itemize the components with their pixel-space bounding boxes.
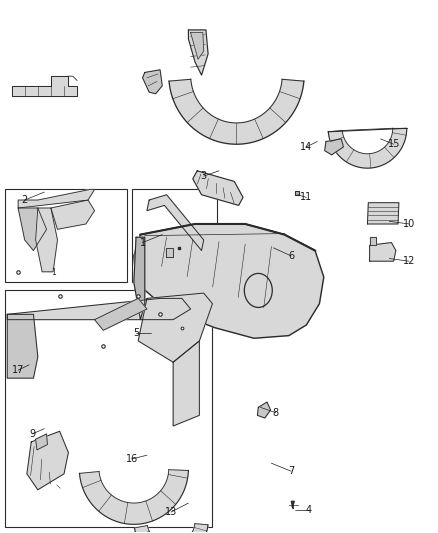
Polygon shape — [188, 30, 208, 75]
Bar — [5, 290, 212, 527]
Polygon shape — [7, 314, 38, 378]
Polygon shape — [134, 237, 145, 320]
Text: 1: 1 — [51, 269, 56, 277]
Polygon shape — [12, 76, 77, 96]
Polygon shape — [134, 224, 324, 338]
Polygon shape — [325, 139, 343, 155]
Polygon shape — [18, 208, 46, 251]
Polygon shape — [27, 431, 68, 490]
Polygon shape — [147, 195, 204, 251]
Text: 15: 15 — [388, 139, 400, 149]
Polygon shape — [169, 79, 304, 144]
Text: 4: 4 — [305, 505, 311, 515]
Polygon shape — [173, 341, 199, 426]
Text: 9: 9 — [29, 429, 35, 439]
Bar — [5, 189, 127, 282]
Polygon shape — [51, 200, 95, 229]
Polygon shape — [95, 298, 147, 330]
Text: 8: 8 — [273, 408, 279, 418]
Text: 14: 14 — [300, 142, 312, 152]
Polygon shape — [7, 298, 191, 320]
Polygon shape — [328, 128, 407, 168]
Polygon shape — [367, 203, 399, 224]
Text: 13: 13 — [165, 507, 177, 517]
Bar — [132, 189, 217, 282]
Polygon shape — [370, 237, 376, 245]
Text: 17: 17 — [12, 365, 25, 375]
Polygon shape — [370, 243, 396, 261]
Polygon shape — [35, 434, 47, 450]
Polygon shape — [143, 70, 162, 94]
Text: 5: 5 — [133, 328, 139, 338]
Text: 12: 12 — [403, 256, 415, 266]
Polygon shape — [258, 402, 271, 418]
Text: 7: 7 — [288, 466, 294, 476]
Text: 10: 10 — [403, 219, 415, 229]
Polygon shape — [193, 171, 243, 205]
Polygon shape — [166, 248, 173, 257]
Text: 2: 2 — [21, 195, 28, 205]
Text: 1: 1 — [140, 238, 146, 247]
Text: 11: 11 — [300, 192, 312, 203]
Text: 3: 3 — [201, 171, 207, 181]
Polygon shape — [138, 293, 212, 362]
Polygon shape — [79, 470, 188, 524]
Polygon shape — [35, 208, 57, 272]
Text: 6: 6 — [288, 251, 294, 261]
Polygon shape — [134, 523, 208, 533]
Text: 16: 16 — [126, 454, 138, 464]
Polygon shape — [18, 189, 95, 208]
Polygon shape — [191, 33, 204, 59]
